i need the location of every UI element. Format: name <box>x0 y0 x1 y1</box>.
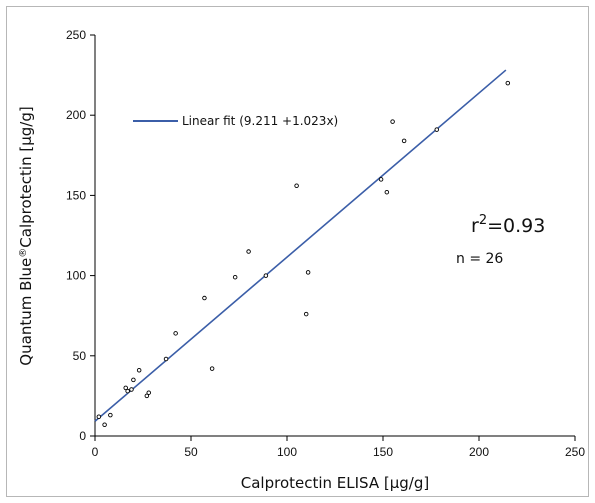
r-squared-annotation: r2=0.93 <box>471 213 545 237</box>
y-tick-label: 200 <box>66 108 86 122</box>
data-point <box>305 270 311 275</box>
data-point <box>173 331 178 336</box>
n-annotation: n = 26 <box>456 251 503 267</box>
legend: Linear fit (9.211 +1.023x) <box>133 114 338 128</box>
data-point <box>123 385 128 391</box>
data-point <box>263 273 269 278</box>
data-point <box>384 189 390 195</box>
data-point <box>401 138 407 144</box>
data-point <box>246 249 251 254</box>
data-point <box>146 390 152 395</box>
y-tick-label: 100 <box>66 269 86 283</box>
data-point <box>505 80 511 86</box>
x-tick-label: 0 <box>92 445 99 459</box>
data-point <box>163 356 169 362</box>
data-point <box>129 387 134 392</box>
data-point <box>209 366 215 371</box>
x-tick-label: 50 <box>184 445 198 459</box>
y-tick-label: 150 <box>66 188 86 202</box>
chart-frame <box>6 6 589 497</box>
x-tick-label: 100 <box>277 445 297 459</box>
y-tick-label: 250 <box>66 28 86 42</box>
data-point <box>390 119 395 124</box>
y-tick-label: 50 <box>73 349 87 363</box>
data-point <box>131 377 136 383</box>
data-point <box>108 412 113 418</box>
data-point <box>434 127 440 132</box>
data-point <box>125 388 130 394</box>
x-axis-title: Calprotectin ELISA [µg/g] <box>241 474 429 492</box>
y-axis-title: Quantum Blue®Calprotectin [µg/g] <box>17 106 35 365</box>
x-tick-label: 150 <box>373 445 393 459</box>
data-point <box>144 393 150 399</box>
data-point <box>232 274 238 280</box>
data-point <box>202 295 207 301</box>
data-point <box>378 177 384 182</box>
data-point <box>136 367 142 373</box>
legend-label: Linear fit (9.211 +1.023x) <box>182 114 338 128</box>
points-layer <box>96 80 511 428</box>
data-point <box>96 414 102 420</box>
y-tick-label: 0 <box>79 429 86 443</box>
data-point <box>102 422 107 428</box>
data-point <box>294 183 299 189</box>
x-tick-label: 200 <box>469 445 489 459</box>
data-point <box>303 311 309 317</box>
x-tick-label: 250 <box>565 445 585 459</box>
axes: 0 50 100 150 200 250 0 50 100 150 200 250 <box>66 28 585 459</box>
